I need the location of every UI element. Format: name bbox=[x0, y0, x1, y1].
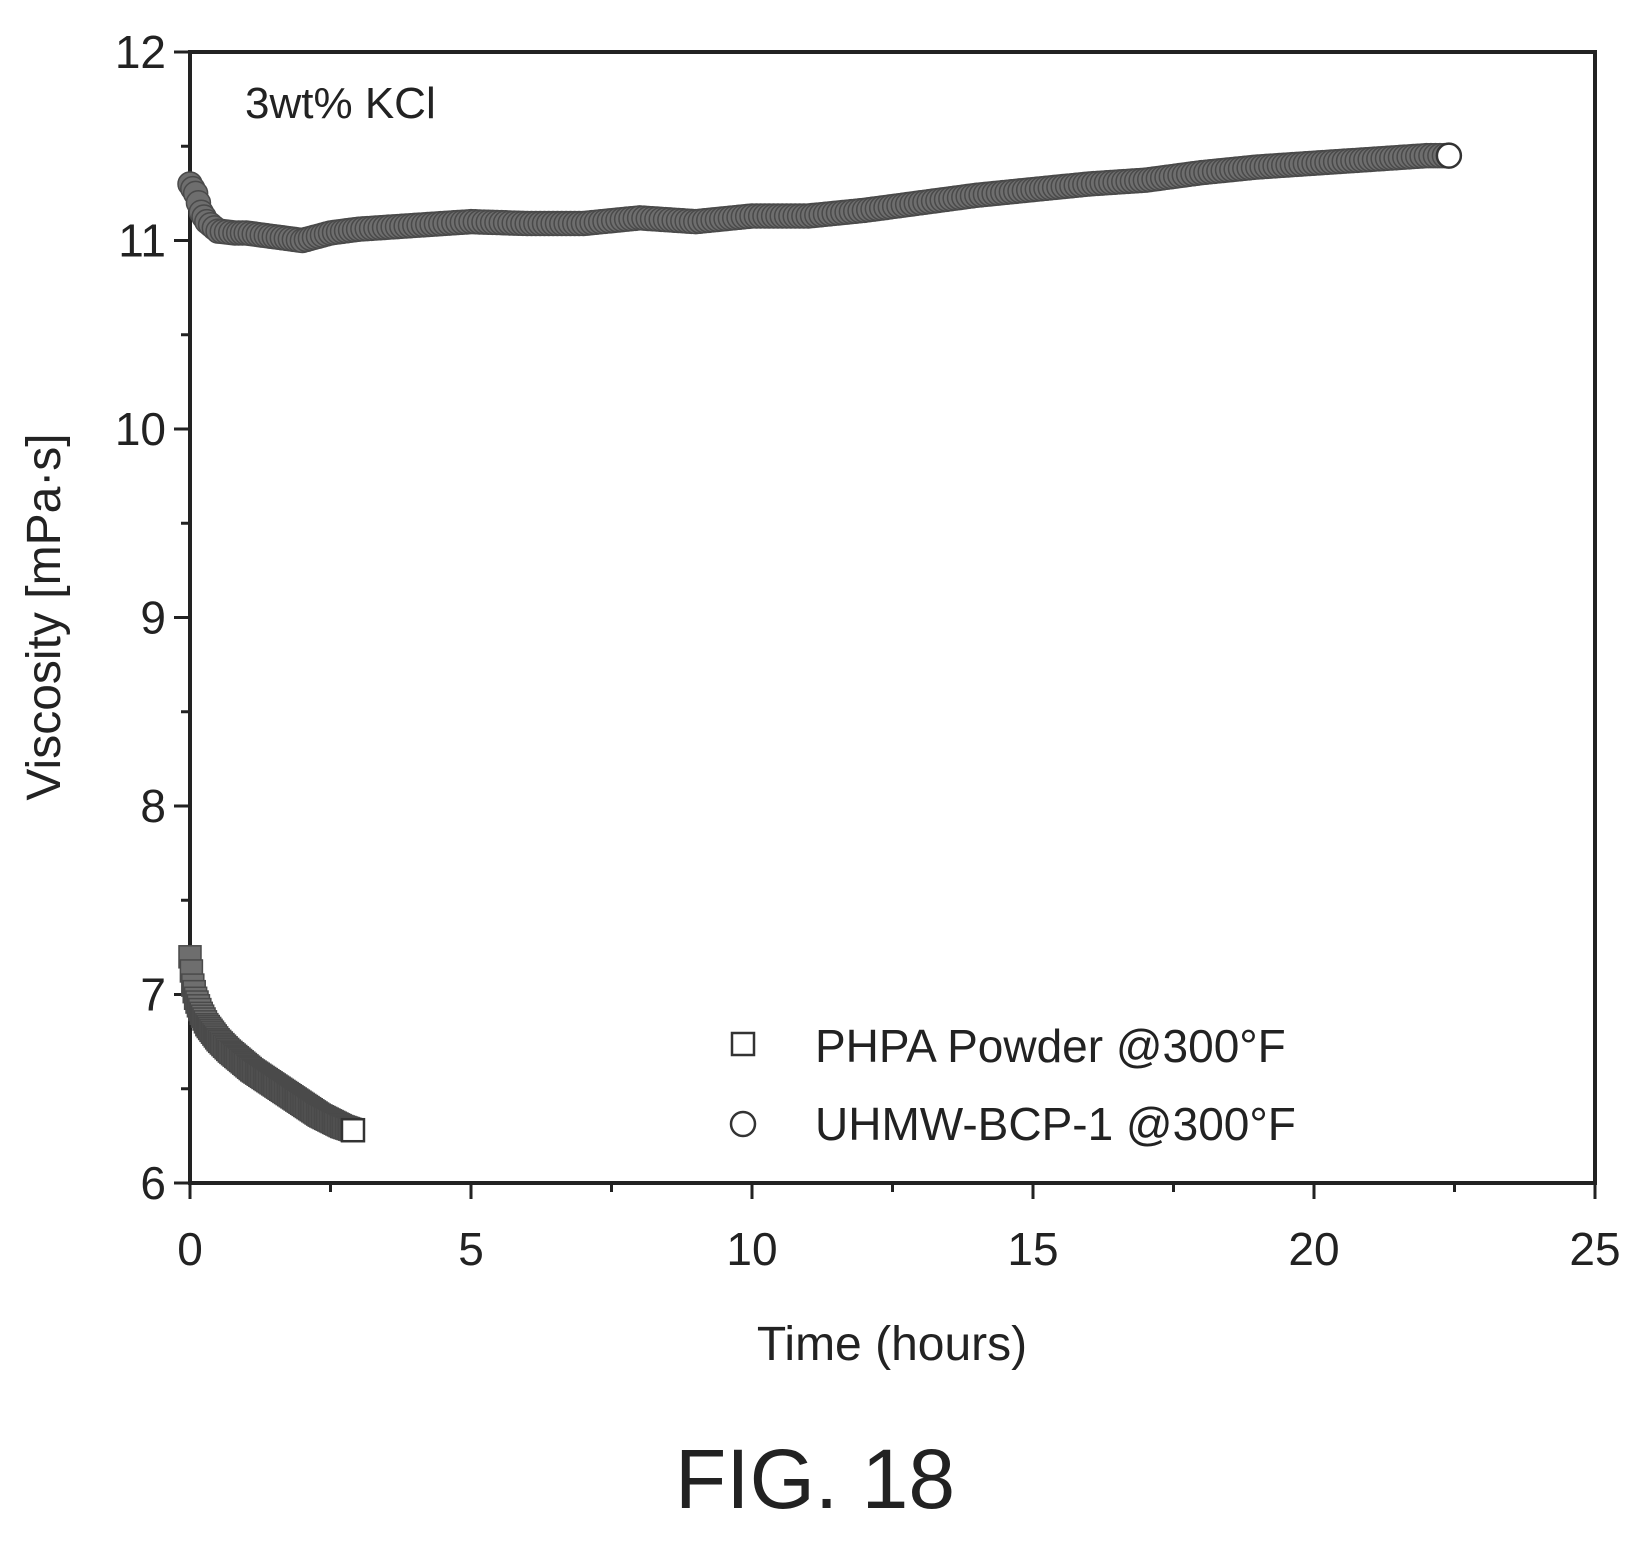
y-tick-label: 12 bbox=[115, 26, 166, 78]
series-phpa-powder bbox=[178, 945, 366, 1143]
x-axis-ticks: 0 5 10 15 20 25 bbox=[177, 1183, 1621, 1275]
data-point bbox=[340, 1117, 366, 1143]
x-axis-label: Time (hours) bbox=[757, 1318, 1027, 1371]
y-tick-label: 8 bbox=[140, 780, 166, 832]
figure-caption: FIG. 18 bbox=[675, 1432, 955, 1526]
x-tick-label: 0 bbox=[177, 1223, 203, 1275]
y-tick-label: 11 bbox=[118, 215, 166, 267]
y-axis-ticks: 6 7 8 9 10 11 12 bbox=[115, 26, 190, 1209]
series-uhmw-bcp-1 bbox=[177, 142, 1463, 254]
x-tick-label: 25 bbox=[1569, 1223, 1620, 1275]
legend-marker-circle bbox=[729, 1110, 757, 1138]
y-tick-label: 6 bbox=[140, 1157, 166, 1209]
legend-label-uhmw: UHMW-BCP-1 @300°F bbox=[815, 1098, 1296, 1150]
x-tick-label: 10 bbox=[726, 1223, 777, 1275]
y-tick-label: 7 bbox=[140, 969, 166, 1021]
data-point bbox=[1435, 142, 1463, 169]
y-axis-label: Viscosity [mPa·s] bbox=[18, 433, 71, 800]
x-tick-label: 15 bbox=[1007, 1223, 1058, 1275]
legend: PHPA Powder @300°F UHMW-BCP-1 @300°F bbox=[729, 1020, 1296, 1150]
y-tick-label: 10 bbox=[115, 403, 166, 455]
legend-marker-square bbox=[730, 1031, 756, 1057]
annotation-label: 3wt% KCl bbox=[245, 79, 436, 128]
data-series bbox=[177, 142, 1463, 1143]
x-tick-label: 20 bbox=[1288, 1223, 1339, 1275]
x-tick-label: 5 bbox=[458, 1223, 484, 1275]
legend-label-phpa: PHPA Powder @300°F bbox=[815, 1020, 1286, 1072]
y-tick-label: 9 bbox=[140, 592, 166, 644]
